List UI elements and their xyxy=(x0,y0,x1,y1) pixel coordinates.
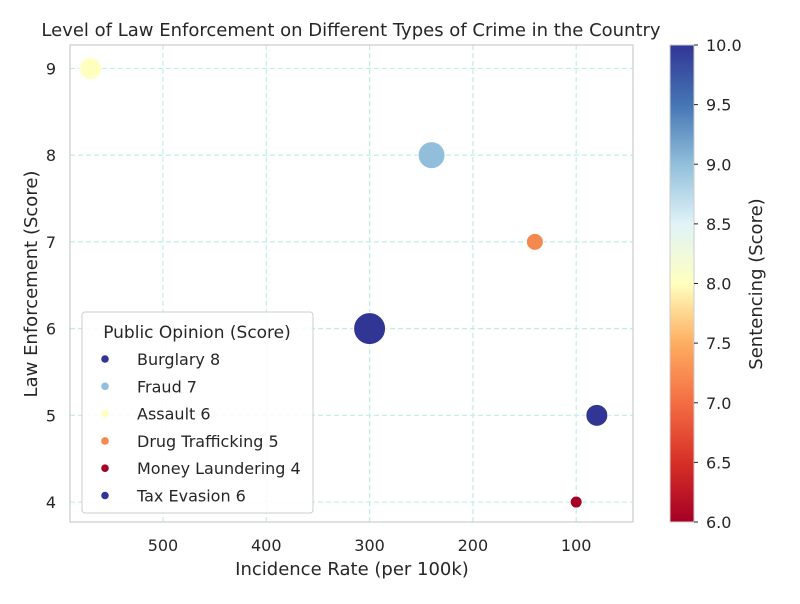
scatter-point xyxy=(79,56,103,80)
colorbar-tick-label: 8.5 xyxy=(706,215,731,234)
y-axis-ticks: 4 5 6 7 8 9 xyxy=(46,59,56,512)
colorbar: 6.0 6.5 7.0 7.5 8.0 8.5 9.0 9.5 10.0 Sentencing … xyxy=(669,36,767,532)
legend: Public Opinion (Score) Burglary 8 Fraud 7… xyxy=(81,311,314,514)
x-tick-label: 400 xyxy=(251,536,282,555)
colorbar-ticks: 6.0 6.5 7.0 7.5 8.0 8.5 9.0 9.5 10.0 xyxy=(694,36,742,532)
legend-label: Fraud 7 xyxy=(137,377,197,396)
y-tick-label: 8 xyxy=(46,146,56,165)
y-tick-label: 5 xyxy=(46,406,56,425)
plot-area xyxy=(69,44,634,523)
y-tick-label: 4 xyxy=(46,493,56,512)
x-tick-label: 100 xyxy=(561,536,592,555)
colorbar-tick-label: 9.5 xyxy=(706,96,731,115)
colorbar-tick-label: 6.0 xyxy=(706,513,731,532)
legend-marker xyxy=(101,437,109,445)
y-tick-label: 7 xyxy=(46,233,56,252)
scatter-point xyxy=(353,312,387,346)
scatter-point xyxy=(569,495,583,509)
scatter-point xyxy=(525,232,544,251)
x-tick-label: 200 xyxy=(458,536,489,555)
legend-marker xyxy=(101,355,109,363)
legend-label: Assault 6 xyxy=(137,405,211,424)
x-tick-label: 500 xyxy=(148,536,179,555)
legend-box xyxy=(81,311,314,514)
legend-label: Money Laundering 4 xyxy=(137,459,301,478)
y-tick-label: 6 xyxy=(46,320,56,339)
legend-label: Tax Evasion 6 xyxy=(136,487,246,506)
y-axis-label: Law Enforcement (Score) xyxy=(21,171,42,398)
colorbar-tick-label: 7.0 xyxy=(706,394,731,413)
legend-marker xyxy=(101,491,109,500)
legend-marker xyxy=(101,409,109,418)
colorbar-tick-label: 8.0 xyxy=(706,275,731,294)
colorbar-gradient xyxy=(669,44,695,523)
grid-lines xyxy=(70,45,633,522)
colorbar-tick-label: 7.5 xyxy=(706,334,731,353)
legend-marker xyxy=(101,382,109,391)
data-points xyxy=(79,56,609,509)
chart-title: Level of Law Enforcement on Different Ty… xyxy=(41,20,661,41)
colorbar-label: Sentencing (Score) xyxy=(746,198,767,369)
colorbar-tick-label: 9.0 xyxy=(706,155,731,174)
colorbar-tick-label: 6.5 xyxy=(706,453,731,472)
legend-label: Burglary 8 xyxy=(137,350,220,369)
legend-label: Drug Trafficking 5 xyxy=(137,432,279,451)
legend-marker xyxy=(101,464,109,473)
x-tick-label: 300 xyxy=(354,536,385,555)
x-axis-label: Incidence Rate (per 100k) xyxy=(235,559,469,580)
y-tick-label: 9 xyxy=(46,59,56,78)
x-axis-ticks: 500 400 300 200 100 xyxy=(148,536,592,555)
scatter-point xyxy=(585,403,609,427)
colorbar-tick-label: 10.0 xyxy=(706,36,742,55)
scatter-point xyxy=(417,141,446,170)
legend-title: Public Opinion (Score) xyxy=(103,323,291,343)
legend-items: Burglary 8 Fraud 7 Assault 6 Drug Trafficki… xyxy=(101,350,301,506)
